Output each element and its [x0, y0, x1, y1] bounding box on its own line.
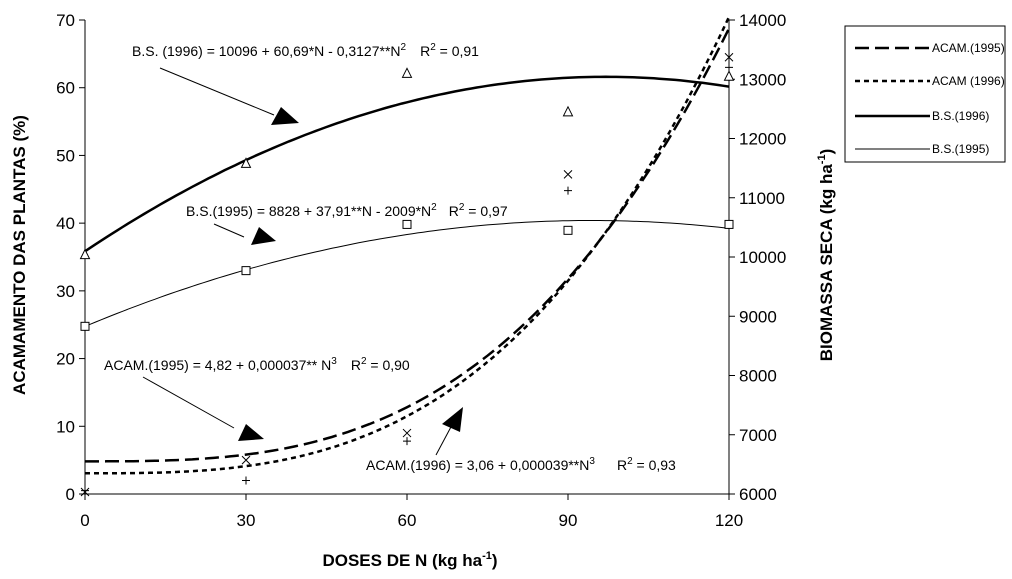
- series-line-acam-1996-: [85, 16, 731, 475]
- data-point-cross: [563, 170, 573, 179]
- data-point-triangle: [723, 70, 735, 81]
- y-right-tick-label: 11000: [739, 189, 785, 208]
- legend: ACAM.(1995) ACAM (1996) B.S.(1996) B.S.(…: [844, 25, 1006, 163]
- x-axis-title: DOSES DE N (kg ha-1): [322, 550, 497, 570]
- annotation-acam1996-arrowhead: [442, 407, 463, 432]
- data-point-plus: [725, 63, 733, 72]
- y-right-tick-label: 13000: [739, 70, 786, 89]
- data-point-square: [724, 219, 734, 229]
- legend-label-acam1996: ACAM (1996): [932, 74, 1005, 88]
- data-point-square: [241, 266, 251, 276]
- data-point-triangle: [240, 157, 252, 168]
- annotation-acam1995-arrowhead: [238, 424, 264, 441]
- annotation-acam1995-text: ACAM.(1995) = 4,82 + 0,000037** N3 R2 = 0…: [104, 356, 410, 373]
- annotation-bs1996-arrowhead: [271, 107, 299, 125]
- y-right-tick-label: 7000: [739, 426, 777, 445]
- series-line-b-s-1996-: [84, 75, 730, 253]
- x-tick-label: 120: [715, 511, 743, 530]
- y-left-tick-label: 10: [56, 417, 75, 436]
- y-right-tick-label: 9000: [739, 307, 777, 326]
- x-tick-label: 60: [398, 511, 417, 530]
- legend-label-bs1995: B.S.(1995): [932, 142, 989, 156]
- data-point-square: [563, 225, 573, 235]
- annotation-bs1995-text: B.S.(1995) = 8828 + 37,91**N - 2009*N2 R2…: [186, 202, 508, 219]
- data-point-triangle: [79, 248, 91, 260]
- y-right-tick-label: 10000: [739, 248, 786, 267]
- data-point-triangle: [562, 105, 574, 117]
- data-point-triangle: [401, 67, 413, 78]
- annotation-bs1996-text: B.S. (1996) = 10096 + 60,69*N - 0,3127**…: [132, 42, 479, 59]
- data-point-square: [80, 321, 90, 331]
- annotation-acam1995: ACAM.(1995) = 4,82 + 0,000037** N3 R2 = 0…: [104, 356, 410, 441]
- y-left-tick-label: 20: [56, 350, 75, 369]
- annotation-bs1996: B.S. (1996) = 10096 + 60,69*N - 0,3127**…: [132, 42, 479, 125]
- y-right-tick-label: 12000: [739, 130, 786, 149]
- x-tick-label: 30: [237, 511, 256, 530]
- series-line-b-s-1995-: [84, 220, 730, 327]
- data-point-cross: [724, 52, 734, 62]
- data-point-cross: [241, 455, 251, 465]
- annotation-bs1995: B.S.(1995) = 8828 + 37,91**N - 2009*N2 R2…: [186, 202, 508, 245]
- legend-label-acam1995: ACAM.(1995): [932, 41, 1005, 55]
- annotation-acam1995-arrow-line: [142, 376, 235, 429]
- x-tick-label: 90: [559, 511, 578, 530]
- annotation-acam1996: ACAM.(1996) = 3,06 + 0,000039**N3 R2 = 0,…: [366, 407, 676, 473]
- data-point-plus: [564, 186, 572, 195]
- plot-area: 0 30 60 90 120 0 10 20 30 40 50 60 70 6000 7000 8000 900…: [56, 11, 786, 530]
- annotation-bs1995-arrow-line: [213, 223, 245, 238]
- data-point-cross: [402, 428, 412, 438]
- data-point-square: [402, 219, 412, 229]
- x-tick-label: 0: [80, 511, 89, 530]
- y-left-tick-label: 30: [56, 282, 75, 301]
- y-right-tick-label: 8000: [739, 367, 777, 386]
- legend-label-bs1996: B.S.(1996): [932, 109, 989, 123]
- y-right-tick-label: 6000: [739, 485, 777, 504]
- y-left-tick-label: 60: [56, 79, 75, 98]
- data-point-plus: [403, 437, 411, 446]
- y-left-tick-label: 70: [56, 11, 75, 30]
- annotation-bs1996-arrow-line: [159, 67, 275, 116]
- y-right-tick-label: 14000: [739, 11, 786, 30]
- annotation-acam1996-text: ACAM.(1996) = 3,06 + 0,000039**N3 R2 = 0,…: [366, 456, 676, 473]
- y-left-tick-label: 0: [66, 485, 75, 504]
- y-left-tick-label: 40: [56, 214, 75, 233]
- y-left-axis-title: ACAMAMENTO DAS PLANTAS (%): [10, 115, 29, 395]
- data-point-plus: [242, 476, 250, 485]
- y-left-tick-label: 50: [56, 146, 75, 165]
- annotation-acam1996-arrow-line: [435, 424, 453, 456]
- y-right-axis-title: BIOMASSA SECA (kg ha-1): [816, 149, 836, 362]
- data-point-plus: [81, 486, 89, 495]
- annotation-bs1995-arrowhead: [251, 227, 276, 245]
- series-line-acam-1995-: [85, 27, 731, 463]
